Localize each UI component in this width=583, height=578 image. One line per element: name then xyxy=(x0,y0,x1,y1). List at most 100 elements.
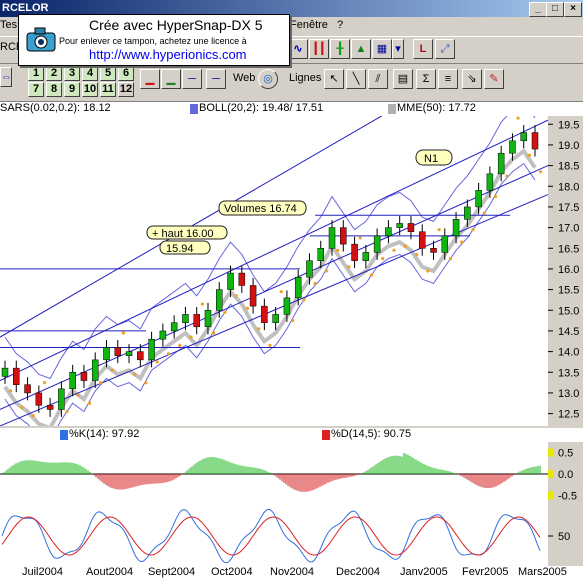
period-button-1[interactable]: 1 xyxy=(28,66,44,81)
candle-19 xyxy=(216,289,223,311)
v1594-label: 15.94 xyxy=(166,243,194,255)
menu-item-help[interactable]: ? xyxy=(337,19,344,31)
web-label[interactable]: Web xyxy=(233,72,256,84)
stochk-line xyxy=(1,508,541,564)
sar-dot-35 xyxy=(403,244,407,248)
candle-23 xyxy=(261,305,268,323)
volumes-bubble[interactable] xyxy=(218,200,307,216)
log-scale-icon[interactable]: L xyxy=(413,39,433,59)
zoom-chart-icon[interactable]: ⤢ xyxy=(435,39,455,59)
sar-dot-20 xyxy=(234,294,238,298)
candle-28 xyxy=(317,248,324,261)
sar-dot-47 xyxy=(539,170,543,174)
close-button[interactable]: × xyxy=(564,2,582,17)
arrows-icon[interactable]: ⇔ xyxy=(0,67,12,87)
globe-icon[interactable]: ◎ xyxy=(258,69,278,89)
price-tick-label-12: 13.5 xyxy=(558,367,579,379)
sar-dot-18 xyxy=(212,331,216,335)
sar-dot-28 xyxy=(324,269,328,273)
n1-bubble[interactable] xyxy=(415,149,453,166)
green-line-icon[interactable]: ▁ xyxy=(161,69,181,89)
period-button-12[interactable]: 12 xyxy=(118,82,134,97)
trend-line-1 xyxy=(0,165,549,410)
maximize-button[interactable]: □ xyxy=(546,2,564,17)
trendline-icon[interactable]: ╲ xyxy=(346,69,366,89)
date-tick-label-8: Mars2005 xyxy=(518,566,567,578)
candle-40 xyxy=(452,219,460,237)
horizontal-lines-icon[interactable]: ≡ xyxy=(438,69,458,89)
fibonacci-icon[interactable]: Σ xyxy=(416,69,436,89)
bar-chart-icon[interactable]: ╂ xyxy=(330,39,350,59)
candle-13 xyxy=(148,338,155,361)
sar-dot-7 xyxy=(87,401,92,405)
period-button-2[interactable]: 2 xyxy=(46,66,62,81)
minimize-button[interactable]: _ xyxy=(529,2,547,17)
text-annotation-icon[interactable]: ▤ xyxy=(393,69,413,89)
sar-dot-36 xyxy=(414,252,419,257)
line-chart-icon[interactable]: ∿ xyxy=(288,39,308,59)
candle-6 xyxy=(69,372,76,390)
candle-24 xyxy=(272,314,279,323)
stochd-label: %D(14,5): 90.75 xyxy=(331,428,412,440)
candle-16 xyxy=(182,314,189,323)
sar-dot-14 xyxy=(166,352,171,356)
price-tick-label-8: 15.5 xyxy=(558,285,579,297)
period-button-5[interactable]: 5 xyxy=(100,66,116,81)
candle-34 xyxy=(385,227,392,237)
horizontal-line-2-icon[interactable]: ─ xyxy=(206,69,226,89)
delete-icon[interactable]: ✎ xyxy=(484,69,504,89)
watermark-url[interactable]: http://www.hyperionics.com xyxy=(89,47,247,62)
price-tick-label-13: 13.0 xyxy=(558,388,579,400)
period-button-11[interactable]: 11 xyxy=(100,82,116,97)
menu-item-fenetre[interactable]: Fenêtre xyxy=(290,19,328,31)
horizontal-line-icon[interactable]: ─ xyxy=(182,69,202,89)
macd-tick-marker-1 xyxy=(548,470,554,478)
period-button-4[interactable]: 4 xyxy=(82,66,98,81)
period-button-3[interactable]: 3 xyxy=(64,66,80,81)
v1594-bubble[interactable] xyxy=(159,240,211,255)
price-tick-label-4: 17.5 xyxy=(558,202,579,214)
haut-bubble[interactable] xyxy=(146,225,228,240)
date-tick-label-7: Fevr2005 xyxy=(462,566,509,578)
stochd-swatch xyxy=(322,430,330,440)
toolbar-primary: RCE ∿ ┃┃ ╂ ▲ ▦ ▾ L ⤢ xyxy=(0,36,583,64)
sar-dot-46 xyxy=(527,153,531,157)
candle-20 xyxy=(227,272,234,290)
period-button-10[interactable]: 10 xyxy=(82,82,98,97)
period-button-6[interactable]: 6 xyxy=(118,66,134,81)
price-tick-label-6: 16.5 xyxy=(558,243,579,255)
red-line-icon[interactable]: ▁ xyxy=(140,69,160,89)
date-tick-label-1: Aout2004 xyxy=(86,566,134,578)
candle-22 xyxy=(249,285,257,307)
period-button-8[interactable]: 8 xyxy=(46,82,62,97)
candle-46 xyxy=(520,132,527,142)
haut-label: + haut 16.00 xyxy=(152,228,213,240)
sar-dot-3 xyxy=(42,381,47,385)
stochastic-chart[interactable]: 50 xyxy=(0,506,583,566)
date-tick-label-5: Dec2004 xyxy=(336,566,381,578)
chart-type-icon[interactable]: ▦ xyxy=(372,39,392,59)
candle-3 xyxy=(35,392,43,406)
sar-dot-23 xyxy=(268,343,272,347)
sar-dot-37 xyxy=(426,269,430,273)
macd-histogram-chart[interactable]: 0.5 0.0 -0.5 xyxy=(0,442,583,506)
area-chart-icon[interactable]: ▲ xyxy=(351,39,371,59)
candle-36 xyxy=(407,223,415,232)
candle-2 xyxy=(24,384,31,394)
sar-dot-24 xyxy=(279,290,283,294)
candlestick-icon[interactable]: ┃┃ xyxy=(309,39,329,59)
cursor-icon[interactable]: ↖ xyxy=(324,69,344,89)
menu-item-tests[interactable]: Tes xyxy=(0,19,18,31)
parallel-lines-icon[interactable]: ⫽ xyxy=(368,69,388,89)
period-button-7[interactable]: 7 xyxy=(28,82,44,97)
sar-dot-44 xyxy=(505,174,509,178)
eraser-icon[interactable]: ⇘ xyxy=(462,69,482,89)
price-chart[interactable]: 19.5 19.0 18.5 18.0 17.5 17.0 16.5 16.0 15.5 15.0… xyxy=(0,116,583,426)
candle-47 xyxy=(531,132,539,150)
period-button-9[interactable]: 9 xyxy=(64,82,80,97)
candle-32 xyxy=(362,252,370,261)
candle-39 xyxy=(441,235,449,253)
sar-dot-38 xyxy=(437,228,441,232)
chart-type-dropdown-icon[interactable]: ▾ xyxy=(392,39,404,59)
sar-dot-1 xyxy=(20,405,24,409)
